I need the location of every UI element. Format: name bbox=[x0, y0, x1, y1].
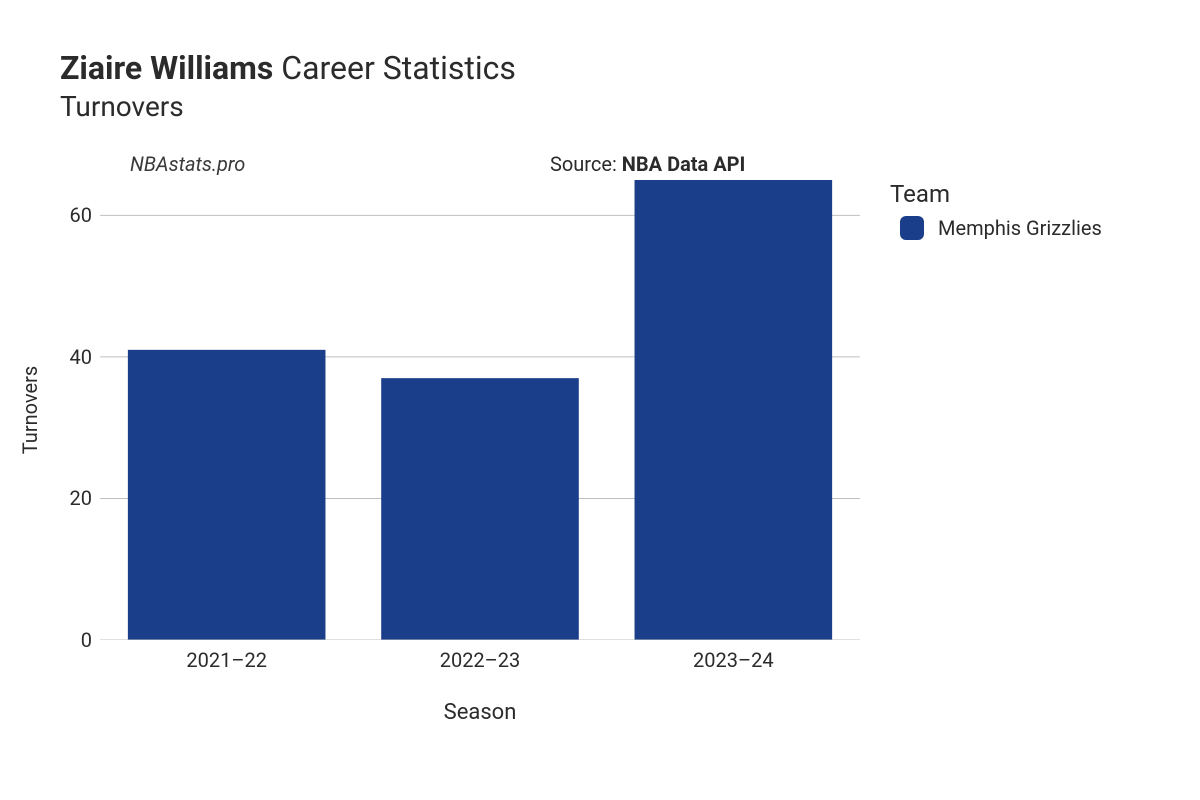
source-attribution: Source: NBA Data API bbox=[550, 152, 745, 176]
title-suffix: Career Statistics bbox=[281, 49, 516, 87]
source-name: NBA Data API bbox=[622, 152, 746, 176]
x-axis-label: Season bbox=[444, 700, 517, 725]
bar bbox=[381, 378, 579, 640]
legend-item: Memphis Grizzlies bbox=[900, 216, 1102, 240]
y-tick-label: 20 bbox=[70, 486, 92, 510]
bar bbox=[128, 350, 326, 640]
player-name: Ziaire Williams bbox=[60, 49, 273, 87]
plot-area bbox=[100, 180, 860, 640]
bar bbox=[635, 180, 833, 640]
legend-item-label: Memphis Grizzlies bbox=[938, 216, 1102, 240]
y-axis-label: Turnovers bbox=[18, 366, 42, 454]
chart-subtitle: Turnovers bbox=[60, 90, 516, 123]
chart-title: Ziaire Williams Career Statistics bbox=[60, 48, 516, 88]
legend: Team Memphis Grizzlies bbox=[890, 180, 1102, 240]
chart-container: Ziaire Williams Career Statistics Turnov… bbox=[0, 0, 1200, 800]
source-prefix: Source: bbox=[550, 152, 622, 176]
y-tick-label: 60 bbox=[70, 203, 92, 227]
watermark-text: NBAstats.pro bbox=[130, 152, 245, 176]
legend-swatch bbox=[900, 216, 924, 240]
bar-chart-svg bbox=[100, 180, 860, 640]
x-tick-label: 2023–24 bbox=[693, 648, 774, 672]
x-tick-label: 2022–23 bbox=[440, 648, 521, 672]
y-tick-label: 0 bbox=[81, 628, 92, 652]
y-tick-label: 40 bbox=[70, 345, 92, 369]
legend-title: Team bbox=[890, 180, 1102, 208]
x-tick-label: 2021–22 bbox=[186, 648, 267, 672]
title-block: Ziaire Williams Career Statistics Turnov… bbox=[60, 48, 516, 123]
